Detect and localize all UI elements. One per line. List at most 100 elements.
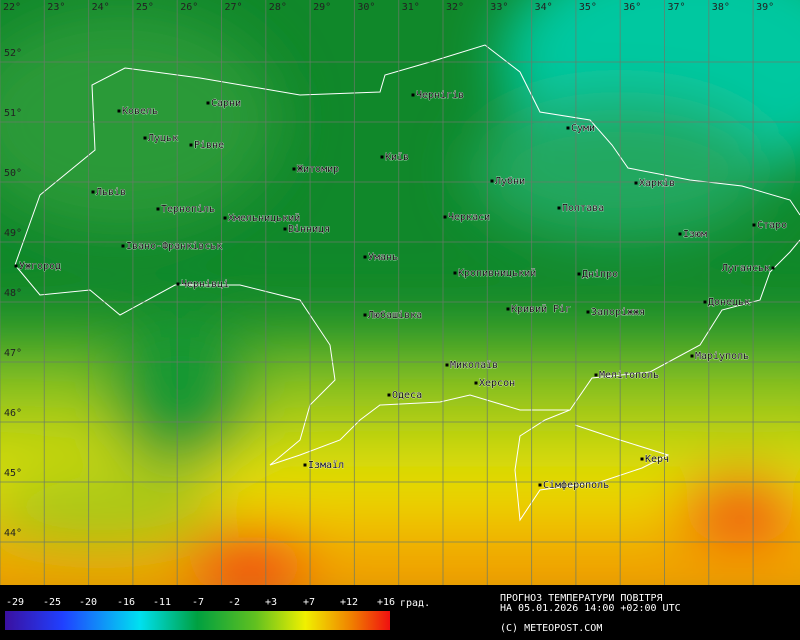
city-label: Ізмаїл [308, 460, 344, 471]
longitude-label: 24° [92, 2, 110, 13]
city-label: Одеса [392, 390, 422, 401]
longitude-label: 34° [535, 2, 553, 13]
city-label: Вінниця [288, 223, 330, 235]
city-dot [506, 307, 510, 311]
city-label: Маріуполь [695, 350, 749, 362]
city-label: Кропивницький [458, 267, 536, 279]
city-dot [143, 136, 147, 140]
longitude-label: 26° [180, 2, 198, 13]
city-label: Полтава [562, 203, 604, 214]
city-label: Хмельницький [228, 212, 300, 224]
city-label: Суми [571, 123, 595, 134]
latitude-label: 51° [4, 108, 22, 119]
city-label: Сарни [211, 98, 241, 109]
longitude-label: 37° [668, 2, 686, 13]
city-dot [752, 223, 756, 227]
longitude-label: 32° [446, 2, 464, 13]
city-label: Лубни [495, 175, 525, 187]
city-dot [156, 207, 160, 211]
city-label: Запоріжжя [591, 306, 645, 318]
city-dot [206, 101, 210, 105]
city-dot [678, 232, 682, 236]
city-dot [690, 354, 694, 358]
caption-title: ПРОГНОЗ ТЕМПЕРАТУРИ ПОВІТРЯ [500, 593, 663, 604]
longitude-label: 27° [225, 2, 243, 13]
longitude-label: 33° [490, 2, 508, 13]
city-label: Старо [757, 220, 787, 231]
city-dot [586, 310, 590, 314]
legend-unit: град. [400, 598, 430, 609]
color-scale [5, 611, 390, 630]
longitude-label: 30° [357, 2, 375, 13]
legend-tick-label: -16 [117, 597, 135, 608]
longitude-label: 29° [313, 2, 331, 13]
city-dot [771, 266, 775, 270]
city-label: Черкаси [448, 212, 490, 223]
longitude-label: 22° [3, 2, 21, 13]
city-label: Любашівка [368, 309, 422, 321]
city-dot [703, 300, 707, 304]
legend-tick-label: +12 [340, 597, 358, 608]
city-dot [443, 215, 447, 219]
longitude-label: 31° [402, 2, 420, 13]
city-dot [411, 93, 415, 97]
city-label: Рівне [194, 139, 224, 151]
city-label: Миколаїв [450, 360, 498, 371]
legend-tick-label: +16 [377, 597, 395, 608]
city-label: Ковель [122, 106, 158, 117]
city-dot [490, 179, 494, 183]
city-dot [634, 181, 638, 185]
city-label: Дніпро [582, 268, 618, 280]
caption-time: НА 05.01.2026 14:00 +02:00 UTC [500, 603, 681, 614]
city-label: Житомир [297, 164, 339, 175]
city-label: Івано-Франківськ [126, 240, 222, 252]
legend-tick-label: -29 [6, 597, 24, 608]
city-dot [594, 373, 598, 377]
city-label: Луганськ [722, 263, 770, 274]
legend-tick-label: -25 [43, 597, 61, 608]
legend-tick-label: +3 [265, 597, 277, 608]
city-dot [117, 109, 121, 113]
latitude-label: 47° [4, 348, 22, 359]
longitude-label: 25° [136, 2, 154, 13]
legend-tick-label: -11 [153, 597, 171, 608]
city-label: Херсон [479, 378, 515, 389]
city-label: Тернопіль [161, 203, 215, 215]
city-dot [566, 126, 570, 130]
city-dot [292, 167, 296, 171]
city-dot [445, 363, 449, 367]
city-dot [380, 155, 384, 159]
city-dot [121, 244, 125, 248]
legend-tick-label: -20 [79, 597, 97, 608]
city-label: Львів [96, 186, 126, 198]
city-label: Сімферополь [543, 479, 609, 491]
city-dot [303, 463, 307, 467]
longitude-label: 39° [756, 2, 774, 13]
city-label: Умань [368, 252, 398, 263]
city-dot [387, 393, 391, 397]
city-dot [176, 282, 180, 286]
city-label: Київ [385, 152, 409, 163]
city-label: Чернівці [181, 278, 229, 290]
city-label: Ізюм [683, 229, 707, 240]
city-dot [223, 216, 227, 220]
city-label: Луцьк [148, 133, 178, 144]
city-dot [363, 255, 367, 259]
latitude-label: 48° [4, 288, 22, 299]
longitude-label: 36° [623, 2, 641, 13]
city-label: Донецьк [708, 297, 750, 308]
copyright: (C) METEOPOST.COM [500, 623, 602, 634]
city-dot [363, 313, 367, 317]
latitude-label: 45° [4, 468, 22, 479]
legend-tick-label: -2 [228, 597, 240, 608]
city-dot [91, 190, 95, 194]
legend-tick-label: +7 [303, 597, 315, 608]
latitude-label: 46° [4, 408, 22, 419]
city-label: Ужгород [19, 261, 61, 272]
city-label: Харків [639, 177, 675, 189]
city-dot [189, 143, 193, 147]
city-label: Мелітополь [599, 369, 659, 381]
